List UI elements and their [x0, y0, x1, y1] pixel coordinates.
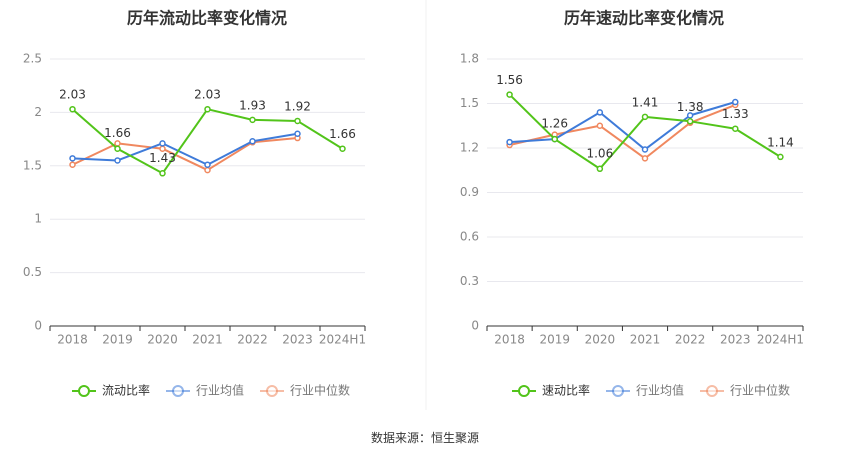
- data-point: [69, 155, 76, 162]
- x-tick-label: 2020: [147, 333, 178, 347]
- data-point: [732, 98, 739, 106]
- y-tick-label: 0.9: [460, 185, 479, 199]
- x-tick-label: 2018: [57, 333, 88, 347]
- y-tick-label: 1.2: [460, 141, 479, 155]
- y-tick-label: 0.3: [460, 274, 479, 288]
- data-point: [506, 91, 513, 98]
- data-point: [159, 140, 166, 147]
- data-point: [249, 116, 256, 124]
- data-point: [249, 137, 256, 145]
- data-label: 1.38: [677, 100, 704, 114]
- y-tick-label: 1.5: [23, 158, 42, 172]
- data-point: [159, 170, 166, 177]
- data-point: [69, 105, 76, 113]
- data-label: 2.03: [59, 88, 86, 102]
- y-tick-label: 0: [471, 319, 479, 333]
- data-point: [686, 112, 694, 119]
- data-point: [114, 157, 121, 164]
- legend-marker: [78, 385, 90, 397]
- data-point: [204, 166, 211, 174]
- chart-title: 历年速动比率变化情况: [564, 9, 724, 28]
- x-tick-label: 2024H1: [757, 333, 804, 347]
- data-point: [596, 109, 604, 116]
- data-point: [641, 146, 649, 153]
- chart-title: 历年流动比率变化情况: [127, 9, 287, 28]
- data-point: [339, 145, 346, 152]
- data-point: [204, 161, 211, 168]
- y-tick-label: 1.8: [460, 52, 479, 66]
- legend-item: 行业均值: [606, 383, 684, 398]
- data-point: [204, 105, 211, 113]
- data-label: 1.66: [329, 127, 356, 141]
- data-label: 1.33: [722, 107, 749, 121]
- data-label: 1.26: [541, 117, 568, 131]
- series-line-行业中位数: [72, 137, 298, 172]
- data-label: 1.06: [586, 146, 613, 160]
- data-point: [732, 125, 739, 132]
- legend-marker: [266, 385, 278, 397]
- legend-marker: [518, 385, 530, 397]
- y-tick-label: 1.5: [460, 96, 479, 110]
- data-point: [686, 118, 694, 125]
- chart-panel-1: 历年流动比率变化情况 0 0.5 1 1.5 2 2.5 2018 2019 2020 2021 20…: [23, 9, 366, 398]
- data-point: [641, 113, 649, 121]
- x-tick-label: 2022: [675, 333, 706, 347]
- x-tick-label: 2019: [102, 333, 133, 347]
- legend-marker: [172, 385, 184, 397]
- data-label: 1.56: [496, 73, 523, 87]
- y-tick-label: 0.6: [460, 230, 479, 244]
- data-point: [596, 165, 604, 173]
- data-label: 2.03: [194, 88, 221, 102]
- legend-label: 行业中位数: [290, 383, 350, 398]
- data-label: 1.14: [767, 135, 794, 149]
- legend-label: 行业均值: [636, 383, 684, 398]
- data-point: [114, 140, 121, 147]
- data-label: 1.43: [149, 151, 176, 165]
- legend-item: 行业均值: [166, 383, 244, 398]
- x-tick-label: 2021: [630, 333, 661, 347]
- legend-label: 行业均值: [196, 383, 244, 398]
- y-tick-label: 0.5: [23, 265, 42, 279]
- data-point: [596, 122, 604, 129]
- legend-marker: [706, 385, 718, 397]
- data-point: [69, 161, 76, 168]
- data-label: 1.66: [104, 126, 131, 140]
- data-point: [551, 135, 558, 143]
- legend-label: 速动比率: [542, 383, 590, 398]
- data-point: [294, 130, 301, 138]
- legend-item: 速动比率: [512, 383, 590, 398]
- legend-item: 行业中位数: [260, 383, 350, 398]
- x-tick-label: 2023: [720, 333, 751, 347]
- data-point: [641, 155, 649, 162]
- chart-panel-2: 历年速动比率变化情况 0 0.3 0.6 0.9 1.2 1.5 1.8 2018 2019 202…: [460, 9, 804, 398]
- x-tick-label: 2019: [539, 333, 570, 347]
- y-tick-label: 1: [34, 212, 42, 226]
- legend-label: 行业中位数: [730, 383, 790, 398]
- data-point: [294, 117, 301, 125]
- series-line-行业均值: [72, 132, 298, 166]
- x-tick-label: 2023: [282, 333, 313, 347]
- y-tick-label: 0: [34, 319, 42, 333]
- x-tick-label: 2021: [192, 333, 223, 347]
- legend-marker: [612, 385, 624, 397]
- series-line-行业均值: [509, 101, 736, 151]
- data-label: 1.93: [239, 98, 266, 112]
- y-tick-label: 2.5: [23, 52, 42, 66]
- x-tick-label: 2024H1: [319, 333, 366, 347]
- legend-item: 行业中位数: [700, 383, 790, 398]
- y-tick-label: 2: [34, 105, 42, 119]
- legend-label: 流动比率: [102, 383, 150, 398]
- data-point: [506, 138, 513, 146]
- legend-item: 流动比率: [72, 383, 150, 398]
- data-label: 1.41: [632, 95, 659, 109]
- x-tick-label: 2018: [494, 333, 525, 347]
- data-source-note: 数据来源：恒生聚源: [370, 431, 479, 445]
- data-point: [777, 153, 784, 161]
- x-tick-label: 2020: [585, 333, 616, 347]
- data-point: [114, 145, 121, 152]
- data-label: 1.92: [284, 99, 311, 113]
- x-tick-label: 2022: [237, 333, 268, 347]
